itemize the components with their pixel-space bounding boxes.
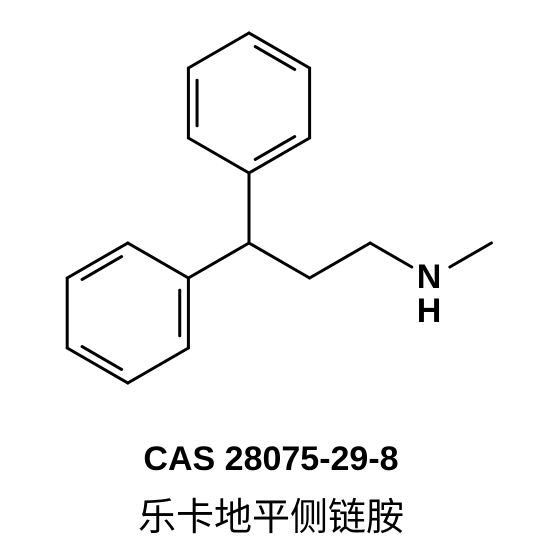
cas-number: CAS 28075-29-8 bbox=[0, 440, 542, 479]
compound-name: 乐卡地平侧链胺 bbox=[0, 486, 542, 541]
chemical-structure-figure: NH CAS 28075-29-8 乐卡地平侧链胺 bbox=[0, 0, 542, 549]
nitrogen-atom-label: NH bbox=[417, 260, 442, 328]
